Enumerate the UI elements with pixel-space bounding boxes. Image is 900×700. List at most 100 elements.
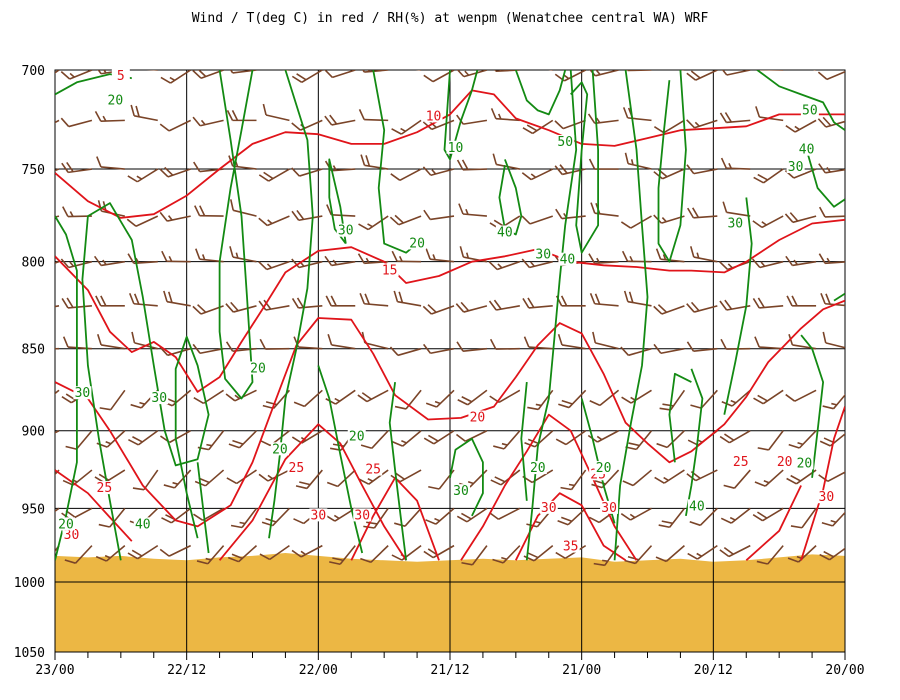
wind-barb-staff xyxy=(594,119,619,125)
wind-barb-feather xyxy=(817,118,827,128)
wind-barb xyxy=(818,163,845,174)
wind-barb-staff xyxy=(726,167,751,170)
wind-barb xyxy=(720,507,751,524)
wind-barb-staff xyxy=(435,507,455,525)
temperature-contour-label: 5 xyxy=(117,69,125,84)
y-tick-label: 750 xyxy=(22,163,45,178)
wind-barb xyxy=(488,299,520,311)
wind-barb xyxy=(818,206,845,218)
wind-barb-feather xyxy=(360,154,366,166)
wind-barb-staff xyxy=(733,469,751,489)
wind-barb xyxy=(719,544,751,558)
wind-barb-feather xyxy=(823,550,834,558)
wind-barb-half-feather xyxy=(534,520,541,524)
wind-barb-staff xyxy=(301,430,323,444)
wind-barb xyxy=(690,389,718,409)
wind-barb-staff xyxy=(167,215,191,222)
wind-barb-feather xyxy=(555,438,567,446)
wind-barb xyxy=(686,341,718,352)
wind-barb-staff xyxy=(68,260,93,269)
wind-barb xyxy=(55,215,60,223)
wind-barb-half-feather xyxy=(367,477,374,482)
rh-contour-label-bg xyxy=(795,456,814,470)
wind-barb-staff xyxy=(208,430,225,451)
wind-barb xyxy=(792,70,817,71)
wind-barb-staff xyxy=(74,545,93,564)
wind-barb xyxy=(589,389,620,407)
rh-contour-label-bg xyxy=(446,140,465,154)
wind-barb-staff xyxy=(696,544,718,560)
wind-barb-staff xyxy=(627,117,652,122)
wind-barb-half-feather xyxy=(332,259,338,266)
wind-barb xyxy=(96,430,126,448)
wind-barb-feather xyxy=(686,303,695,313)
wind-barb xyxy=(753,389,784,405)
wind-barb-feather xyxy=(687,552,698,560)
wind-barb-half-feather xyxy=(694,121,700,127)
wind-barb xyxy=(456,114,488,125)
wind-barb-staff xyxy=(204,469,225,487)
wind-barb xyxy=(622,469,653,487)
wind-barb-feather xyxy=(128,438,139,446)
wind-barb-feather xyxy=(494,476,506,483)
wind-barb-feather xyxy=(359,293,366,305)
wind-barb-feather xyxy=(393,290,399,302)
temperature-contour-label: 30 xyxy=(354,508,370,523)
wind-barb-feather xyxy=(129,58,135,68)
wind-barb xyxy=(687,207,718,219)
wind-barb xyxy=(390,168,422,182)
wind-barb-feather xyxy=(817,71,828,80)
wind-barb xyxy=(327,334,356,350)
wind-barb-feather xyxy=(561,399,573,405)
temperature-contour-label-bg xyxy=(424,109,443,123)
wind-barb-staff xyxy=(533,545,554,562)
wind-barb-half-feather xyxy=(465,208,469,215)
wind-barb-half-feather xyxy=(300,550,307,556)
wind-barb-staff xyxy=(174,469,192,489)
wind-barb-feather xyxy=(523,336,530,348)
wind-barb-half-feather xyxy=(239,521,246,525)
wind-barb-feather xyxy=(522,127,534,135)
wind-barb-staff xyxy=(436,389,455,408)
temperature-contour-label-bg xyxy=(364,462,383,476)
wind-barb xyxy=(93,255,125,267)
wind-barb-feather xyxy=(397,57,403,68)
wind-barb-feather xyxy=(719,549,730,558)
wind-barb-staff xyxy=(364,164,389,170)
wind-barb-staff xyxy=(669,507,686,528)
wind-barb-staff xyxy=(166,300,191,307)
wind-barb xyxy=(55,70,60,85)
wind-barb-feather xyxy=(461,159,469,171)
wind-barb-feather xyxy=(193,161,201,172)
wind-barb-feather xyxy=(34,559,45,569)
wind-barb-staff xyxy=(433,430,455,445)
wind-barb-staff xyxy=(726,211,751,217)
wind-barb xyxy=(659,389,686,411)
wind-barb xyxy=(391,119,422,135)
wind-barb-staff xyxy=(462,213,487,217)
wind-barb xyxy=(785,389,817,402)
wind-barb-feather xyxy=(620,512,631,521)
wind-barb xyxy=(822,389,845,410)
wind-barb xyxy=(227,545,258,563)
wind-barb-feather xyxy=(752,514,764,522)
wind-barb xyxy=(722,201,751,217)
wind-barb-staff xyxy=(266,260,290,271)
wind-barb-staff xyxy=(496,305,520,311)
temperature-contour-label-bg xyxy=(309,508,328,522)
rh-contour-label-bg xyxy=(451,484,470,498)
wind-barb-staff xyxy=(55,168,60,179)
wind-barb-feather xyxy=(329,561,341,566)
wind-barb-feather xyxy=(720,517,732,524)
rh-contour-line xyxy=(218,70,254,400)
wind-barb xyxy=(522,297,553,309)
wind-barb-feather xyxy=(389,216,400,226)
wind-barb-feather xyxy=(130,403,142,409)
wind-barb xyxy=(554,164,586,176)
temperature-contour-label-bg xyxy=(775,454,794,468)
wind-barb-half-feather xyxy=(431,169,437,175)
wind-barb-staff xyxy=(561,344,586,350)
wind-barb-half-feather xyxy=(497,113,502,120)
wind-barb-staff xyxy=(331,168,356,172)
wind-barb-half-feather xyxy=(596,435,603,441)
